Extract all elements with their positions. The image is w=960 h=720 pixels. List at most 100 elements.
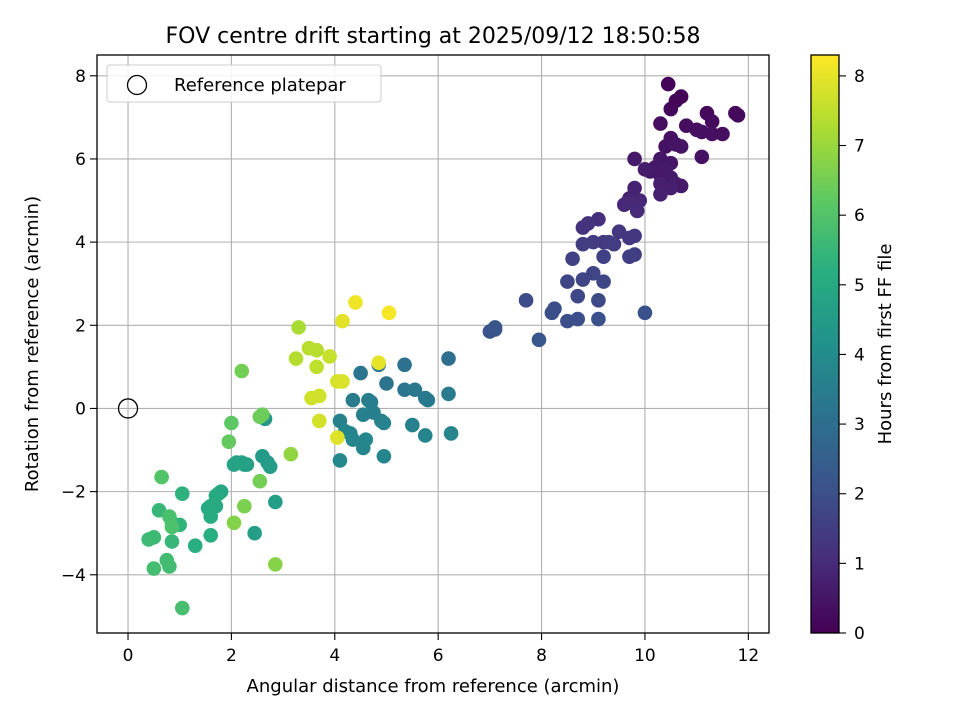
colorbar-tick-label: 2 (854, 485, 865, 505)
colorbar-tick-label: 0 (854, 624, 865, 644)
data-point (397, 382, 412, 398)
data-point (379, 376, 394, 391)
y-tick-label: 6 (75, 150, 86, 170)
legend-entry-reference-platepar: Reference platepar (174, 75, 346, 96)
data-point (353, 365, 368, 381)
colorbar-tick-label: 8 (854, 67, 865, 87)
data-point (376, 448, 392, 464)
y-tick-label: −2 (61, 483, 86, 503)
data-point (637, 305, 653, 321)
data-point (322, 349, 337, 364)
colorbar-ticks: 0 1 2 3 4 5 6 7 8 (839, 67, 865, 644)
legend-marker-open-circle (126, 74, 148, 96)
data-point (203, 527, 219, 543)
y-tick-label: 2 (75, 316, 86, 336)
colorbar-tick-label: 7 (854, 137, 865, 157)
colorbar-gradient (810, 54, 840, 634)
data-point (174, 600, 190, 616)
data-point (376, 415, 392, 431)
data-point (226, 457, 242, 472)
x-axis-label: Angular distance from reference (arcmin) (247, 676, 620, 697)
data-point (348, 295, 363, 310)
x-tick-label: 6 (433, 646, 444, 666)
data-point (570, 311, 586, 327)
data-point (262, 459, 278, 474)
data-point (417, 428, 433, 443)
data-point (653, 187, 668, 202)
legend: Reference platepar (106, 64, 382, 103)
data-point (715, 126, 730, 142)
data-point (622, 249, 637, 264)
y-axis-ticks: −4 −2 0 2 4 6 8 (61, 67, 97, 586)
colorbar-tick-label: 4 (854, 345, 865, 365)
y-tick-label: −4 (61, 566, 86, 586)
data-point (164, 534, 180, 549)
data-point (291, 320, 306, 335)
data-point (728, 105, 743, 121)
data-point (487, 320, 503, 335)
data-point (146, 561, 162, 576)
y-tick-label: 8 (75, 67, 86, 87)
data-point (203, 509, 219, 524)
data-point (531, 332, 547, 348)
data-point (441, 386, 456, 402)
data-point (154, 469, 169, 485)
colorbar-tick-label: 6 (854, 206, 865, 226)
data-point (570, 288, 586, 304)
data-point (164, 519, 180, 535)
data-point (637, 162, 653, 177)
data-point (332, 453, 348, 468)
data-point (443, 426, 459, 441)
colorbar: 0 1 2 3 4 5 6 7 8 Hours from first FF file (810, 54, 896, 644)
data-point (596, 274, 611, 289)
data-point (162, 559, 177, 574)
data-point (335, 374, 350, 389)
data-point (335, 313, 350, 329)
legend-box (106, 64, 382, 103)
x-tick-label: 4 (329, 646, 340, 666)
x-tick-label: 10 (634, 646, 656, 666)
x-axis-ticks: 0 2 4 6 8 10 12 (123, 633, 760, 666)
data-point (407, 382, 423, 398)
data-point (694, 149, 710, 165)
data-point (673, 139, 689, 154)
data-point (591, 293, 606, 308)
data-point (288, 351, 304, 366)
colorbar-label: Hours from first FF file (875, 244, 896, 445)
data-point (629, 203, 645, 219)
y-axis-label: Rotation from reference (arcmin) (22, 196, 43, 492)
chart-title: FOV centre drift starting at 2025/09/12 … (166, 24, 701, 49)
data-point (345, 432, 361, 447)
data-point (575, 236, 591, 252)
y-tick-label: 0 (75, 399, 86, 419)
data-point (518, 293, 534, 308)
data-point (237, 498, 252, 514)
data-point (330, 430, 345, 445)
x-tick-label: 0 (123, 646, 134, 666)
data-point (565, 251, 580, 267)
plot-frame (96, 54, 770, 634)
data-point (580, 216, 596, 231)
data-point (441, 351, 456, 366)
data-point (596, 249, 611, 264)
data-point (345, 392, 361, 408)
data-point (309, 359, 324, 375)
data-point (560, 274, 575, 289)
data-point (704, 126, 720, 142)
data-point (547, 301, 562, 316)
x-tick-label: 12 (738, 646, 760, 666)
data-point (247, 525, 262, 541)
x-tick-label: 2 (226, 646, 237, 666)
data-point (361, 392, 376, 408)
data-point (146, 530, 162, 545)
data-point (255, 407, 270, 422)
data-point (653, 116, 668, 131)
data-point (575, 272, 591, 287)
data-point (381, 305, 397, 321)
x-tick-label: 8 (536, 646, 547, 666)
colorbar-tick-label: 3 (854, 415, 865, 435)
data-point (405, 417, 420, 433)
data-point (420, 392, 436, 408)
data-point (660, 76, 676, 92)
